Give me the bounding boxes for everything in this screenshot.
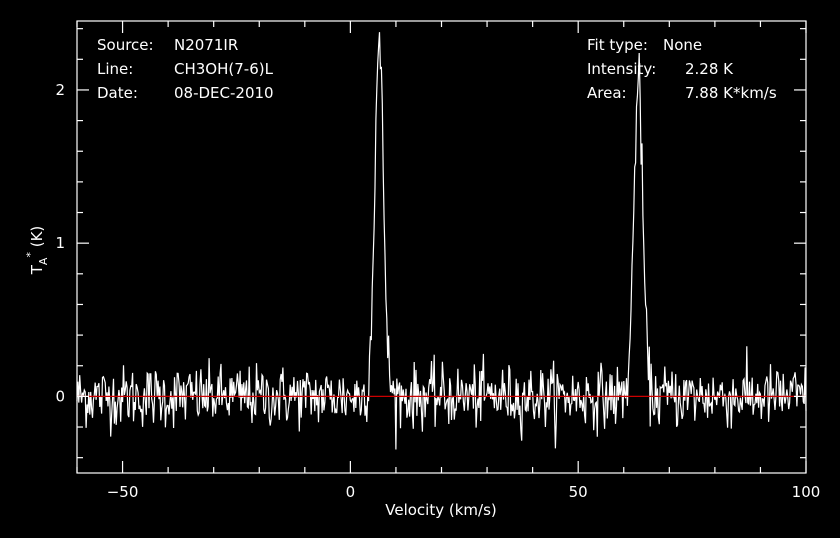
line-label: Line: [97, 60, 133, 78]
y-axis-title: TA* (K) [24, 226, 50, 276]
source-value: N2071IR [174, 36, 238, 54]
date-label: Date: [97, 84, 138, 102]
y-tick-label: 2 [55, 81, 65, 99]
spectrum-trace [76, 32, 807, 450]
x-tick-label: 0 [346, 483, 356, 501]
y-tick-label: 0 [55, 387, 65, 405]
intensity-label: Intensity: [587, 60, 656, 78]
fit-type-label: Fit type: [587, 36, 648, 54]
area-value: 7.88 K*km/s [685, 84, 777, 102]
date-value: 08-DEC-2010 [174, 84, 274, 102]
x-tick-label: 50 [569, 483, 588, 501]
info-panel-left: Source: N2071IR Line: CH3OH(7-6)L Date: … [97, 36, 274, 102]
area-label: Area: [587, 84, 627, 102]
intensity-value: 2.28 K [685, 60, 734, 78]
y-tick-label: 1 [55, 234, 65, 252]
x-axis-title: Velocity (km/s) [385, 501, 496, 519]
source-label: Source: [97, 36, 154, 54]
x-tick-label: −50 [107, 483, 139, 501]
fit-type-value: None [663, 36, 702, 54]
axis-ticks: −50 0 50 100 0 1 2 [55, 21, 820, 501]
x-tick-label: 100 [792, 483, 821, 501]
line-value: CH3OH(7-6)L [174, 60, 274, 78]
info-panel-right: Fit type: None Intensity: 2.28 K Area: 7… [587, 36, 777, 102]
